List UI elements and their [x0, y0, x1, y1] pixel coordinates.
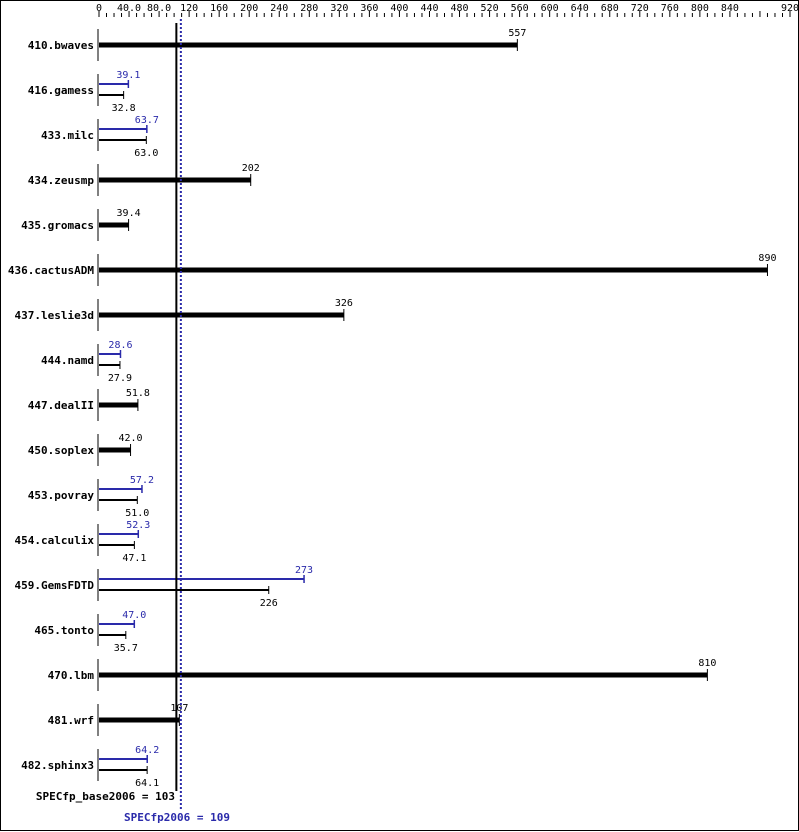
x-tick-label: 720 [631, 3, 649, 14]
x-tick-label: 160 [210, 3, 228, 14]
benchmark-label: 447.dealII [28, 399, 94, 412]
x-tick-label: 40.0 [117, 3, 141, 14]
benchmark-label: 444.namd [41, 354, 94, 367]
base-value-label: 557 [508, 28, 526, 39]
peak-value-label: 28.6 [108, 340, 132, 351]
benchmark-label: 470.lbm [48, 669, 95, 682]
base-value-label: 39.4 [117, 208, 141, 219]
base-value-label: 107 [170, 703, 188, 714]
x-tick-label: 800 [691, 3, 709, 14]
base-value-label: 47.1 [122, 553, 146, 564]
base-value-label: 27.9 [108, 373, 132, 384]
x-tick-label: 120 [180, 3, 198, 14]
x-tick-label: 360 [360, 3, 378, 14]
x-tick-label: 640 [571, 3, 589, 14]
benchmark-label: 416.gamess [28, 84, 94, 97]
benchmark-label: 453.povray [28, 489, 95, 502]
peak-summary-label: SPECfp2006 = 109 [124, 811, 230, 824]
base-value-label: 51.8 [126, 388, 150, 399]
peak-value-label: 47.0 [122, 610, 146, 621]
base-value-label: 890 [758, 253, 776, 264]
benchmark-label: 459.GemsFDTD [15, 579, 95, 592]
peak-value-label: 64.2 [135, 745, 159, 756]
benchmark-label: 434.zeusmp [28, 174, 95, 187]
peak-value-label: 57.2 [130, 475, 154, 486]
x-tick-label: 200 [240, 3, 258, 14]
x-tick-label: 680 [601, 3, 619, 14]
base-value-label: 326 [335, 298, 353, 309]
benchmark-label: 481.wrf [48, 714, 94, 727]
benchmark-label: 436.cactusADM [8, 264, 94, 277]
x-tick-label: 0 [96, 3, 102, 14]
benchmark-label: 433.milc [41, 129, 94, 142]
peak-value-label: 52.3 [126, 520, 150, 531]
base-value-label: 35.7 [114, 643, 138, 654]
x-tick-label: 440 [420, 3, 438, 14]
base-value-label: 42.0 [118, 433, 142, 444]
benchmark-label: 437.leslie3d [15, 309, 94, 322]
benchmark-label: 454.calculix [15, 534, 95, 547]
x-tick-label: 520 [481, 3, 499, 14]
x-tick-label: 760 [661, 3, 679, 14]
base-value-label: 226 [260, 598, 278, 609]
benchmark-label: 450.soplex [28, 444, 95, 457]
base-value-label: 64.1 [135, 778, 159, 789]
benchmark-label: 435.gromacs [21, 219, 94, 232]
peak-value-label: 39.1 [116, 70, 140, 81]
base-value-label: 51.0 [125, 508, 149, 519]
peak-value-label: 63.7 [135, 115, 159, 126]
x-tick-label: 840 [721, 3, 739, 14]
base-value-label: 202 [242, 163, 260, 174]
benchmark-label: 482.sphinx3 [21, 759, 94, 772]
base-value-label: 63.0 [134, 148, 158, 159]
base-value-label: 32.8 [112, 103, 136, 114]
peak-value-label: 273 [295, 565, 313, 576]
benchmark-label: 465.tonto [34, 624, 94, 637]
x-tick-label: 480 [450, 3, 468, 14]
x-tick-label: 600 [541, 3, 559, 14]
x-tick-label: 400 [390, 3, 408, 14]
x-tick-label: 280 [300, 3, 318, 14]
x-tick-label: 240 [270, 3, 288, 14]
x-tick-label: 80.0 [147, 3, 171, 14]
base-summary-label: SPECfp_base2006 = 103 [35, 790, 175, 803]
x-tick-label: 320 [330, 3, 348, 14]
benchmark-label: 410.bwaves [28, 39, 94, 52]
x-tick-label: 920 [781, 3, 799, 14]
base-value-label: 810 [698, 658, 716, 669]
x-tick-label: 560 [511, 3, 529, 14]
